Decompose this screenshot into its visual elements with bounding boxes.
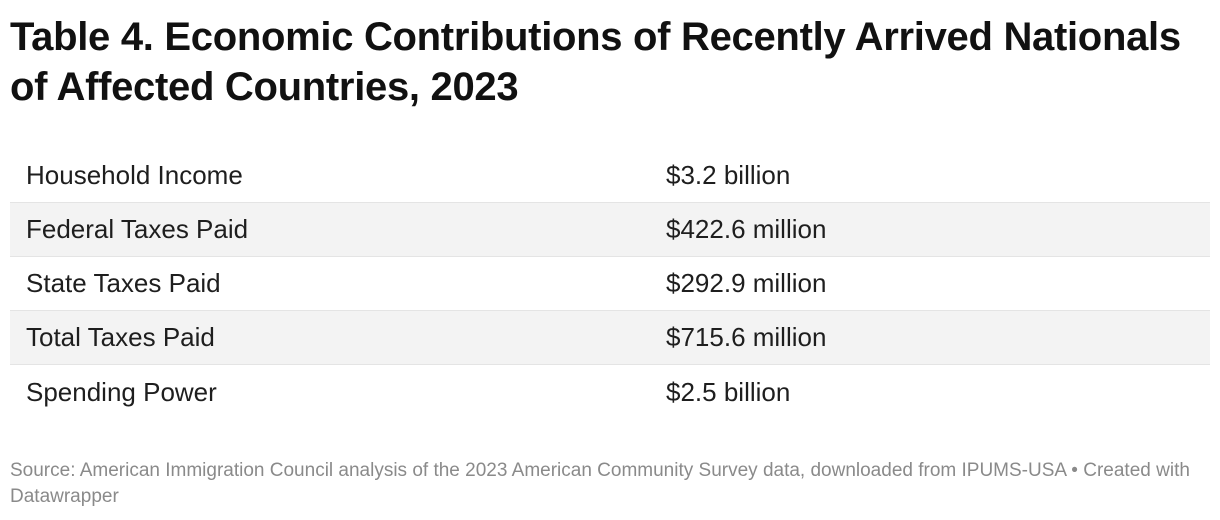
- source-note: Source: American Immigration Council ana…: [10, 460, 1067, 481]
- row-value: $3.2 billion: [666, 160, 791, 190]
- chart-title: Table 4. Economic Contributions of Recen…: [10, 15, 1181, 109]
- row-label: Total Taxes Paid: [26, 322, 215, 352]
- chart-notes: Source: American Immigration Council ana…: [10, 458, 1210, 510]
- row-value: $2.5 billion: [666, 376, 791, 407]
- credit-link[interactable]: Created with Datawrapper: [10, 460, 1190, 507]
- table-row: State Taxes Paid $292.9 million: [10, 257, 1210, 311]
- data-table: Household Income $3.2 billion Federal Ta…: [10, 149, 1210, 419]
- row-label: Federal Taxes Paid: [26, 214, 249, 244]
- row-value: $292.9 million: [666, 268, 827, 298]
- row-label: Spending Power: [26, 376, 217, 407]
- table-row: Household Income $3.2 billion: [10, 149, 1210, 203]
- notes-separator: •: [1066, 460, 1084, 481]
- row-value: $715.6 million: [666, 322, 827, 352]
- table-row: Federal Taxes Paid $422.6 million: [10, 203, 1210, 257]
- row-label: Household Income: [26, 160, 243, 190]
- row-value: $422.6 million: [666, 214, 827, 244]
- table-row: Spending Power $2.5 billion: [10, 365, 1210, 419]
- row-label: State Taxes Paid: [26, 268, 221, 298]
- table-row: Total Taxes Paid $715.6 million: [10, 311, 1210, 365]
